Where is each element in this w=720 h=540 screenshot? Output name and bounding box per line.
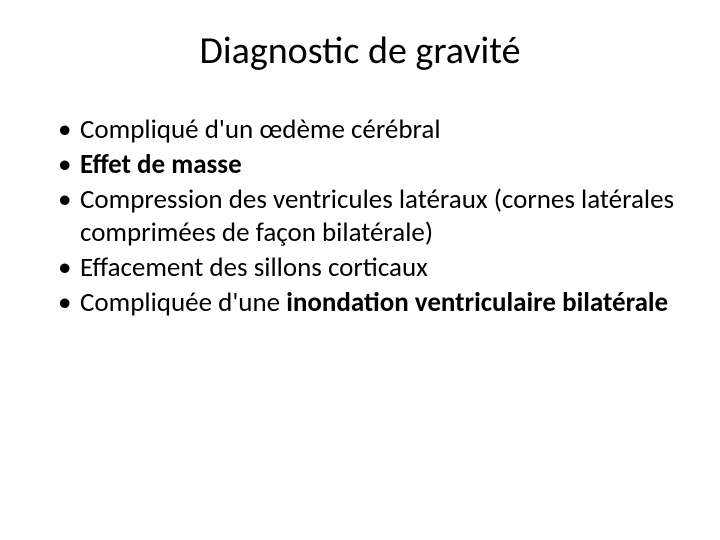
bullet-text: Compliqué d — [80, 113, 219, 146]
slide: Diagnostic de gravité Compliqué d'un œdè… — [0, 0, 720, 540]
bullet-text: Effacement des sillons corticaux — [80, 251, 428, 284]
list-item: Compression des ventricules latéraux (co… — [58, 184, 680, 250]
bullet-text: un œdème cérébral — [225, 113, 441, 146]
list-item: Effet de masse — [58, 149, 680, 182]
bullet-text: Compression des ventricules latéraux (co… — [80, 183, 674, 249]
bullet-list: Compliqué d'un œdème cérébral Effet de m… — [0, 114, 720, 320]
bullet-text: inondation ventriculaire bilatérale — [286, 286, 668, 319]
list-item: Compliquée d'une inondation ventriculair… — [58, 287, 680, 320]
list-item: Effacement des sillons corticaux — [58, 252, 680, 285]
bullet-text: une — [238, 286, 286, 319]
list-item: Compliqué d'un œdème cérébral — [58, 114, 680, 147]
slide-title: Diagnostic de gravité — [0, 0, 720, 114]
bullet-text: Compliquée d — [80, 286, 232, 319]
bullet-text: Effet de masse — [80, 148, 242, 181]
